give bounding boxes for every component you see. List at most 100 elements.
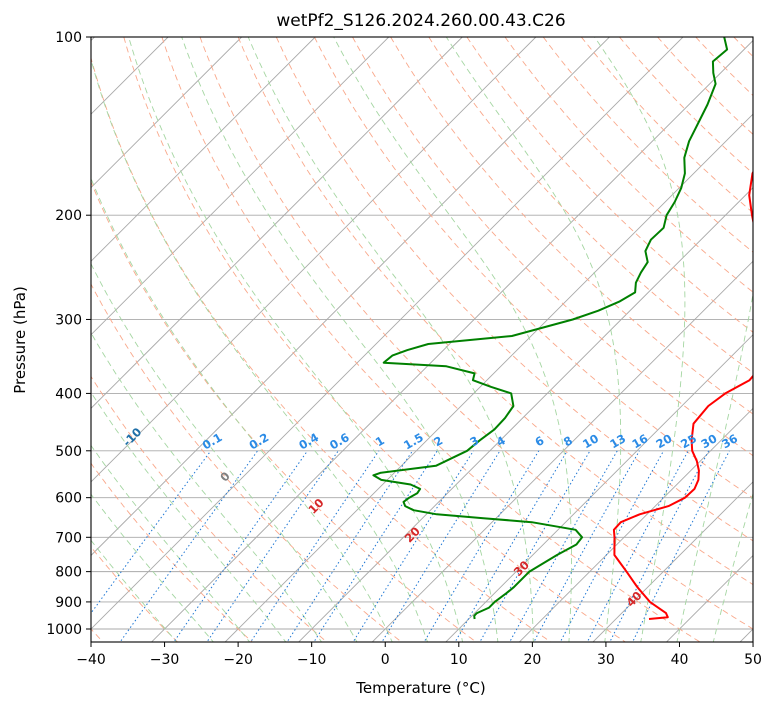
y-tick-label: 200 xyxy=(55,208,82,224)
mixing-ratio-label: 1.5 xyxy=(401,430,426,452)
isotherm-line xyxy=(91,37,610,557)
moist-adiabat-line xyxy=(91,262,358,642)
dry-adiabat-line xyxy=(313,37,753,499)
mixing-ratio-label: 10 xyxy=(580,431,601,451)
dry-adiabat-line xyxy=(91,375,328,642)
mixing-ratio-line xyxy=(559,450,665,642)
mixing-ratio-label: 16 xyxy=(629,431,650,451)
mixing-ratio-line xyxy=(454,450,568,642)
moist-adiabat-line xyxy=(445,37,622,642)
y-tick-label: 1000 xyxy=(46,622,82,638)
mixing-ratio-line xyxy=(286,450,414,642)
x-tick-label: 40 xyxy=(671,652,689,668)
isotherm-line xyxy=(298,187,753,642)
moist-adiabat-line xyxy=(91,177,393,642)
isotherm-line xyxy=(445,334,753,642)
dry-adiabat-line xyxy=(352,37,753,457)
y-tick-label: 100 xyxy=(55,30,82,46)
plot-frame xyxy=(90,36,754,643)
mixing-ratio-line xyxy=(609,450,710,642)
y-tick-label: 800 xyxy=(55,565,82,581)
profiles xyxy=(372,37,753,620)
dry-adiabat-line xyxy=(275,37,753,542)
x-tick-label: 10 xyxy=(450,652,468,668)
dry-adiabat-line xyxy=(390,37,753,415)
moist-adiabat-line xyxy=(128,37,464,642)
y-tick-label: 700 xyxy=(55,530,82,546)
dry-adiabat-line xyxy=(733,37,753,58)
mixing-ratio-label: 1 xyxy=(373,433,387,449)
reference-lines xyxy=(91,37,753,642)
moist-adiabat-line xyxy=(181,37,499,642)
y-tick-label: 400 xyxy=(55,386,82,402)
isotherm-line xyxy=(91,37,316,262)
dry-adiabat-label: 20 xyxy=(402,524,423,545)
mixing-ratio-label: 0.6 xyxy=(327,430,352,452)
dry-adiabat-line xyxy=(161,37,701,642)
isotherm-line xyxy=(665,554,753,642)
isotherm-line xyxy=(739,628,753,642)
mixing-ratio-label: 13 xyxy=(607,431,628,451)
temperature-profile-line xyxy=(612,170,753,620)
isotherm-line xyxy=(518,407,753,642)
mixing-ratio-label: 20 xyxy=(654,431,675,451)
moist-adiabat-line xyxy=(91,57,428,642)
y-tick-label: 900 xyxy=(55,595,82,611)
moist-adiabat-line xyxy=(247,37,534,642)
mixing-ratio-label: 0.2 xyxy=(247,430,272,452)
dry-adiabat-line xyxy=(91,180,477,642)
moist-adiabat-line xyxy=(91,391,287,642)
x-tick-label: 50 xyxy=(744,652,762,668)
y-tick-label: 600 xyxy=(55,491,82,507)
x-tick-label: 0 xyxy=(381,652,390,668)
dry-adiabat-line xyxy=(428,37,753,374)
mixing-ratio-label: 2 xyxy=(431,433,445,449)
mixing-ratio-line xyxy=(381,450,501,642)
grid-layer xyxy=(91,37,753,642)
mixing-ratio-label: 30 xyxy=(699,431,720,451)
mixing-ratio-line xyxy=(352,450,474,642)
chart-title: wetPf2_S126.2024.260.00.43.C26 xyxy=(276,11,565,31)
mixing-ratio-line xyxy=(173,450,308,642)
dry-adiabat-line xyxy=(91,462,253,642)
mixing-ratio-label: 0.1 xyxy=(200,430,225,452)
reference-labels: 0.10.20.40.611.52346810131620253036-100-… xyxy=(45,401,740,610)
x-tick-label: −10 xyxy=(297,652,327,668)
isotherm-line xyxy=(150,39,753,642)
dry-adiabat-line xyxy=(123,37,627,642)
dry-adiabat-line xyxy=(199,37,753,630)
dewpoint-profile-line xyxy=(372,37,729,620)
moist-adiabat-line xyxy=(91,444,251,642)
isotherm-line xyxy=(91,37,390,336)
moist-adiabat-line xyxy=(333,37,572,642)
dry-adiabat-line xyxy=(91,283,403,642)
dry-adiabat-label: -20 xyxy=(45,401,70,426)
dry-adiabat-line xyxy=(237,37,753,586)
y-tick-label: 500 xyxy=(55,444,82,460)
mixing-ratio-line xyxy=(313,450,438,642)
isotherm-line xyxy=(91,37,242,189)
y-axis-label: Pressure (hPa) xyxy=(11,286,29,394)
dry-adiabat-label: -10 xyxy=(120,425,145,450)
isotherm-line xyxy=(91,37,684,630)
dry-adiabat-line xyxy=(542,37,753,253)
moist-adiabat-line xyxy=(712,492,753,642)
dry-adiabat-label: 30 xyxy=(511,558,532,579)
mixing-ratio-line xyxy=(119,450,259,642)
isotherm-line xyxy=(91,37,537,483)
mixing-ratio-label: 25 xyxy=(678,431,699,451)
dry-adiabat-line xyxy=(695,37,753,97)
x-tick-label: −40 xyxy=(76,652,106,668)
dry-adiabat-label: 10 xyxy=(305,495,326,516)
moist-adiabat-line xyxy=(676,291,753,642)
x-tick-label: −20 xyxy=(223,652,253,668)
x-tick-label: 30 xyxy=(597,652,615,668)
mixing-ratio-label: 6 xyxy=(533,433,547,449)
moist-adiabat-line xyxy=(91,332,323,642)
mixing-ratio-label: 0.4 xyxy=(296,430,321,452)
x-axis-label: Temperature (°C) xyxy=(355,679,485,697)
mixing-ratio-line xyxy=(632,450,730,642)
isotherm-line xyxy=(371,260,753,642)
mixing-ratio-line xyxy=(91,450,212,614)
